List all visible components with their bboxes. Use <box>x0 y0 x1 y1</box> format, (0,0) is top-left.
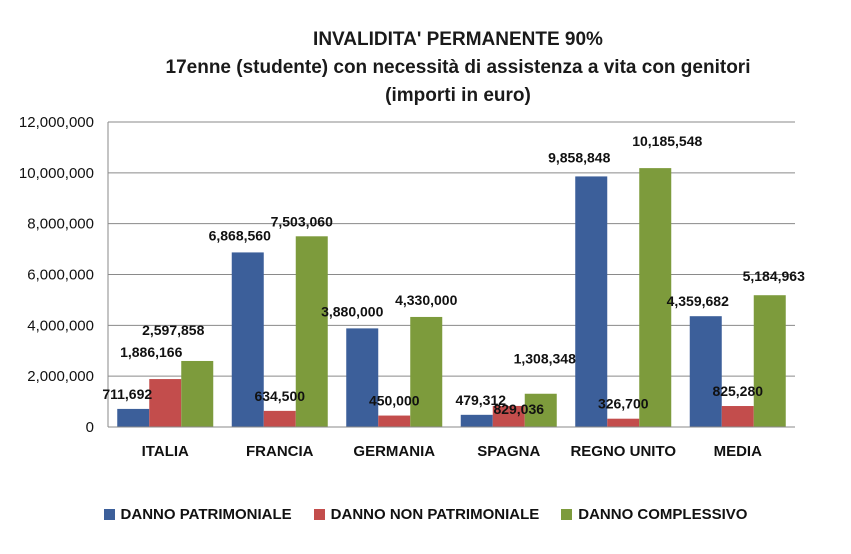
bar-0-3 <box>460 414 493 427</box>
data-label-2-1: 7,503,060 <box>271 213 333 229</box>
bar-2-1 <box>295 236 328 427</box>
legend-label-complessivo: DANNO COMPLESSIVO <box>578 506 748 523</box>
data-label-2-5: 5,184,963 <box>743 268 805 284</box>
data-label-0-5: 4,359,682 <box>667 293 729 309</box>
data-label-0-1: 6,868,560 <box>209 227 271 243</box>
data-label-1-5: 825,280 <box>712 383 763 399</box>
chart-title: INVALIDITA' PERMANENTE 90% <box>313 29 603 50</box>
legend: DANNO PATRIMONIALE DANNO NON PATRIMONIAL… <box>0 506 851 523</box>
data-label-2-2: 4,330,000 <box>395 292 457 308</box>
x-tick-label: SPAGNA <box>477 443 540 460</box>
legend-swatch-non-patrimoniale <box>313 509 325 520</box>
x-tick-label: FRANCIA <box>246 443 314 460</box>
y-tick-label: 4,000,000 <box>27 317 94 334</box>
bar-1-5 <box>721 406 754 427</box>
legend-item-patrimoniale: DANNO PATRIMONIALE <box>103 506 292 523</box>
y-tick-label: 12,000,000 <box>19 114 94 131</box>
bar-2-2 <box>410 316 443 427</box>
legend-label-patrimoniale: DANNO PATRIMONIALE <box>120 506 292 523</box>
x-tick-label: GERMANIA <box>353 443 435 460</box>
y-tick-label: 2,000,000 <box>27 368 94 385</box>
bar-0-0 <box>117 408 150 427</box>
data-label-1-0: 1,886,166 <box>120 344 182 360</box>
bar-1-2 <box>378 415 411 427</box>
bar-0-1 <box>231 252 264 427</box>
legend-swatch-complessivo <box>561 509 573 520</box>
x-tick-label: MEDIA <box>714 443 763 460</box>
x-tick-label: ITALIA <box>142 443 189 460</box>
data-label-1-4: 326,700 <box>598 396 649 412</box>
bar-2-0 <box>181 360 214 427</box>
bar-1-1 <box>263 410 296 427</box>
data-label-2-3: 1,308,348 <box>514 351 576 367</box>
bar-0-2 <box>346 328 379 427</box>
bar-2-4 <box>639 168 672 428</box>
legend-item-non-patrimoniale: DANNO NON PATRIMONIALE <box>313 506 540 523</box>
data-label-0-2: 3,880,000 <box>321 303 383 319</box>
bar-0-5 <box>689 316 722 427</box>
data-label-1-2: 450,000 <box>369 393 420 409</box>
bar-2-5 <box>753 295 786 427</box>
bar-1-4 <box>607 418 640 427</box>
y-tick-label: 6,000,000 <box>27 267 94 284</box>
data-label-0-3: 479,312 <box>455 392 506 408</box>
data-label-1-1: 634,500 <box>254 388 305 404</box>
data-label-2-0: 2,597,858 <box>142 322 204 338</box>
chart-subtitle: 17enne (studente) con necessità di assis… <box>165 57 751 78</box>
legend-item-complessivo: DANNO COMPLESSIVO <box>561 506 747 523</box>
y-tick-label: 0 <box>86 419 94 436</box>
data-label-2-4: 10,185,548 <box>632 133 702 149</box>
y-tick-label: 8,000,000 <box>27 216 94 233</box>
data-label-0-4: 9,858,848 <box>548 149 610 165</box>
bar-1-3 <box>492 405 525 427</box>
legend-swatch-patrimoniale <box>103 509 115 520</box>
legend-label-non-patrimoniale: DANNO NON PATRIMONIALE <box>330 506 540 523</box>
chart-title-block: INVALIDITA' PERMANENTE 90% 17enne (stude… <box>0 26 851 110</box>
bar-2-3 <box>524 393 557 427</box>
x-tick-label: REGNO UNITO <box>570 443 676 460</box>
bar-1-0 <box>149 379 182 427</box>
data-label-1-3: 829,036 <box>493 401 544 417</box>
y-tick-label: 10,000,000 <box>19 165 94 182</box>
chart-subtitle-units: (importi in euro) <box>385 85 531 106</box>
data-label-0-0: 711,692 <box>102 386 152 402</box>
bar-0-4 <box>575 176 608 427</box>
